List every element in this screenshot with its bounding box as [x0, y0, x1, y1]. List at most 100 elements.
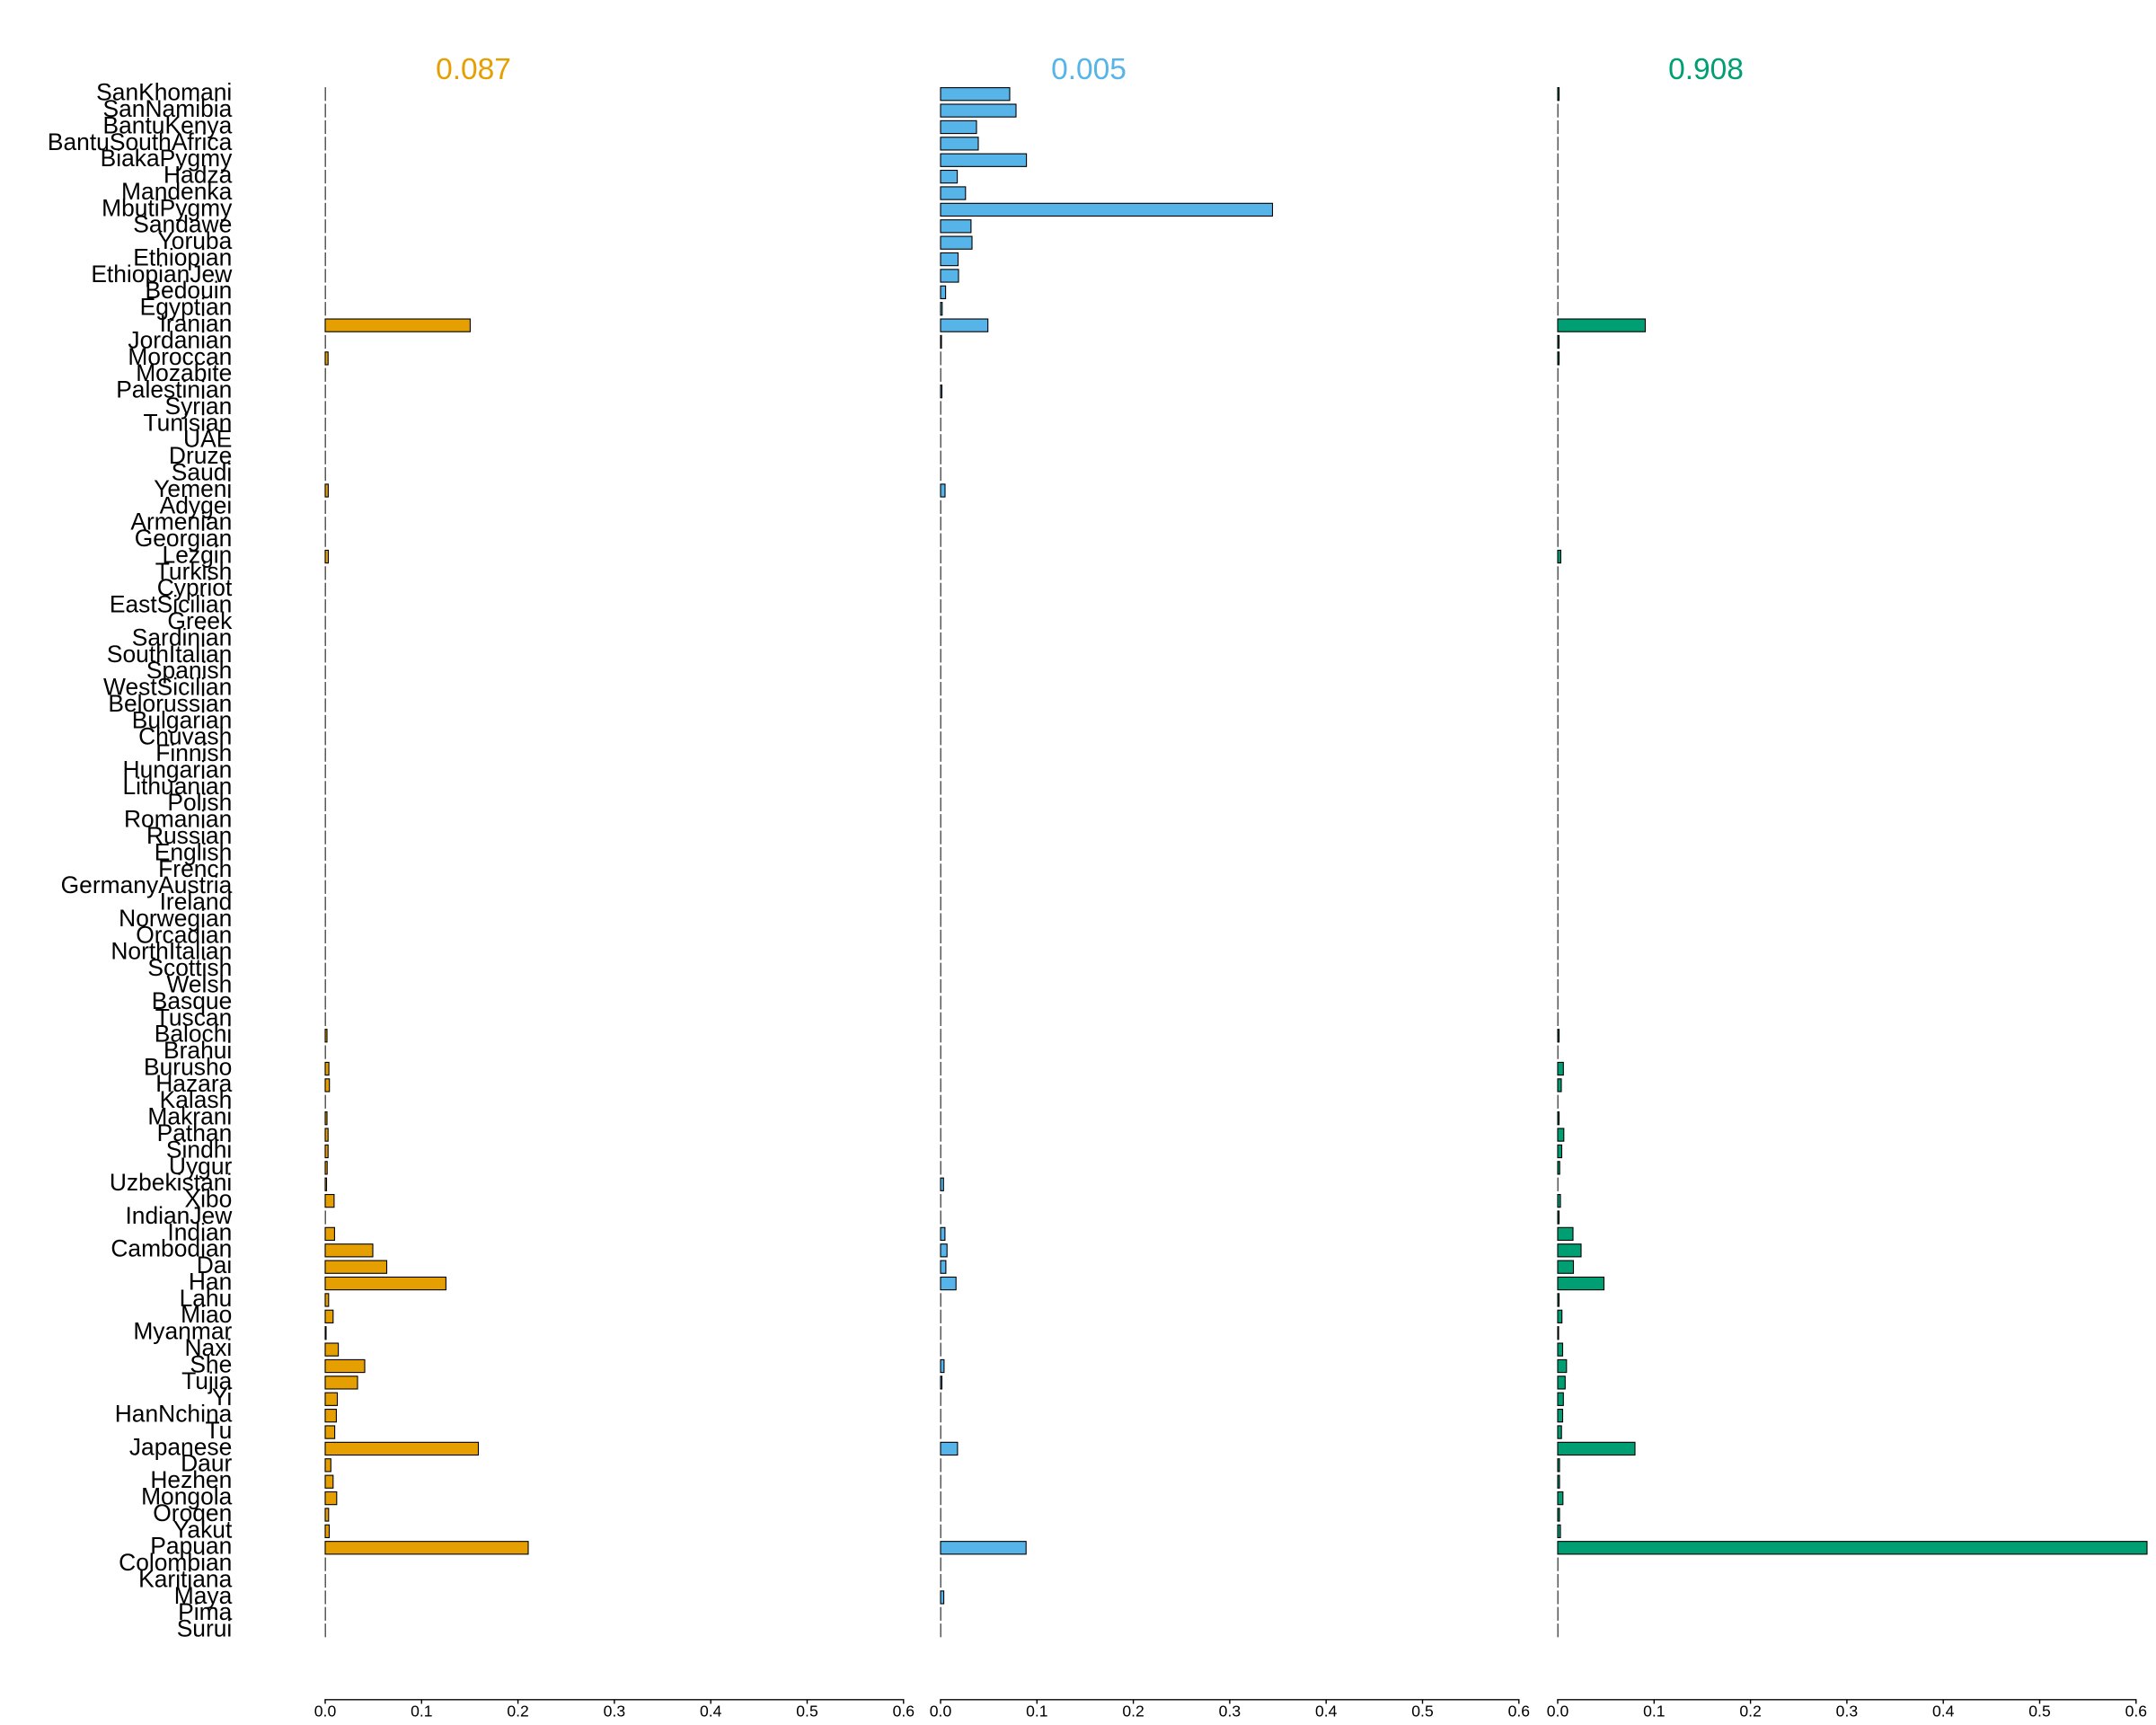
svg-text:Armenian: Armenian — [130, 509, 232, 535]
svg-text:Finnish: Finnish — [155, 739, 232, 766]
svg-text:Lahu: Lahu — [180, 1285, 233, 1312]
svg-text:0.1: 0.1 — [411, 1703, 432, 1721]
svg-text:WestSicilian: WestSicilian — [103, 674, 232, 701]
svg-text:Tu: Tu — [205, 1417, 232, 1444]
svg-text:SanNamibia: SanNamibia — [103, 95, 233, 122]
svg-text:0.2: 0.2 — [1739, 1703, 1761, 1721]
svg-text:0.1: 0.1 — [1643, 1703, 1665, 1721]
svg-text:0.6: 0.6 — [893, 1703, 915, 1721]
svg-text:Balochi: Balochi — [155, 1021, 233, 1048]
svg-text:Scottish: Scottish — [147, 954, 232, 981]
svg-text:Hazara: Hazara — [155, 1070, 232, 1097]
svg-text:Polish: Polish — [167, 789, 232, 816]
svg-text:Hezhen: Hezhen — [150, 1466, 232, 1493]
svg-text:Syrian: Syrian — [164, 393, 232, 420]
svg-text:Cambodian: Cambodian — [110, 1235, 232, 1262]
svg-text:Pathan: Pathan — [157, 1119, 233, 1146]
svg-text:Han: Han — [189, 1268, 232, 1295]
svg-text:Dai: Dai — [197, 1252, 233, 1278]
svg-text:Yemeni: Yemeni — [154, 475, 232, 502]
svg-text:Belorussian: Belorussian — [108, 690, 232, 717]
svg-text:Papuan: Papuan — [150, 1533, 232, 1560]
svg-text:Welsh: Welsh — [166, 971, 232, 998]
svg-text:Mongola: Mongola — [141, 1483, 233, 1510]
svg-text:Norwegian: Norwegian — [119, 905, 232, 932]
svg-text:Georgian: Georgian — [135, 525, 233, 552]
svg-text:Burusho: Burusho — [144, 1053, 232, 1080]
svg-text:Ireland: Ireland — [160, 889, 233, 916]
svg-text:EastSicilian: EastSicilian — [110, 591, 232, 618]
svg-text:Mandenka: Mandenka — [121, 178, 233, 205]
svg-text:0.4: 0.4 — [700, 1703, 722, 1721]
svg-text:Japanese: Japanese — [129, 1433, 232, 1460]
svg-text:SanKhomani: SanKhomani — [96, 79, 232, 106]
svg-text:Tuscan: Tuscan — [155, 1004, 233, 1031]
svg-text:0.2: 0.2 — [1122, 1703, 1144, 1721]
svg-text:Hadza: Hadza — [163, 162, 233, 189]
svg-text:Spanish: Spanish — [146, 657, 232, 684]
svg-text:Lezgin: Lezgin — [163, 541, 233, 568]
svg-text:SouthItalian: SouthItalian — [107, 641, 232, 668]
svg-text:Colombian: Colombian — [119, 1549, 232, 1576]
svg-text:Karitiana: Karitiana — [138, 1565, 232, 1592]
svg-text:French: French — [158, 855, 232, 882]
svg-text:0.5: 0.5 — [2028, 1703, 2051, 1721]
svg-text:Lithuanian: Lithuanian — [122, 773, 232, 800]
svg-text:0.3: 0.3 — [604, 1703, 626, 1721]
svg-text:Chuvash: Chuvash — [138, 723, 232, 750]
svg-text:Iranian: Iranian — [160, 310, 233, 337]
svg-text:Mozabite: Mozabite — [136, 359, 232, 386]
svg-text:0.0: 0.0 — [1547, 1703, 1569, 1721]
svg-text:0.5: 0.5 — [796, 1703, 818, 1721]
svg-text:0.908: 0.908 — [1668, 53, 1744, 86]
svg-text:EthiopianJew: EthiopianJew — [91, 261, 233, 288]
svg-text:Ethiopian: Ethiopian — [133, 243, 232, 270]
svg-text:Kalash: Kalash — [160, 1086, 233, 1113]
svg-text:Orcadian: Orcadian — [136, 921, 232, 948]
svg-text:Tunisian: Tunisian — [144, 409, 233, 436]
svg-text:Turkish: Turkish — [155, 558, 233, 585]
svg-text:Makrani: Makrani — [147, 1103, 232, 1130]
svg-text:Moroccan: Moroccan — [128, 343, 232, 370]
svg-text:IndianJew: IndianJew — [125, 1202, 233, 1229]
svg-text:MbutiPygmy: MbutiPygmy — [102, 194, 233, 221]
svg-text:0.0: 0.0 — [314, 1703, 337, 1721]
svg-text:Bulgarian: Bulgarian — [132, 706, 233, 733]
svg-text:Yi: Yi — [212, 1384, 233, 1411]
svg-text:Myanmar: Myanmar — [133, 1318, 232, 1345]
svg-text:Miao: Miao — [181, 1301, 232, 1328]
svg-text:Yoruba: Yoruba — [158, 227, 233, 254]
svg-text:Palestinian: Palestinian — [116, 376, 232, 403]
svg-text:UAE: UAE — [183, 426, 232, 453]
svg-text:0.3: 0.3 — [1219, 1703, 1241, 1721]
svg-text:Oroqen: Oroqen — [153, 1499, 232, 1526]
svg-text:Xibo: Xibo — [184, 1186, 232, 1213]
svg-text:Adygei: Adygei — [160, 491, 233, 518]
svg-text:0.087: 0.087 — [436, 53, 511, 86]
svg-text:0.1: 0.1 — [1026, 1703, 1047, 1721]
svg-text:Egyptian: Egyptian — [140, 294, 233, 321]
svg-text:Yakut: Yakut — [173, 1516, 233, 1543]
svg-text:Russian: Russian — [146, 822, 232, 849]
svg-text:Tujia: Tujia — [181, 1367, 233, 1394]
svg-text:Saudi: Saudi — [172, 459, 233, 486]
svg-text:Jordanian: Jordanian — [128, 326, 232, 353]
svg-text:0.6: 0.6 — [1508, 1703, 1531, 1721]
svg-text:Basque: Basque — [152, 987, 233, 1014]
svg-text:GermanyAustria: GermanyAustria — [61, 871, 233, 898]
svg-text:NorthItalian: NorthItalian — [110, 938, 232, 965]
svg-text:Uygur: Uygur — [169, 1153, 233, 1180]
svg-text:0.4: 0.4 — [1315, 1703, 1338, 1721]
svg-text:Cypriot: Cypriot — [157, 574, 233, 601]
svg-text:0.3: 0.3 — [1836, 1703, 1859, 1721]
svg-text:Brahui: Brahui — [163, 1037, 232, 1064]
svg-text:0.0: 0.0 — [930, 1703, 952, 1721]
svg-text:Greek: Greek — [167, 607, 233, 634]
svg-text:0.005: 0.005 — [1051, 53, 1127, 86]
svg-text:Sindhi: Sindhi — [166, 1136, 232, 1163]
svg-text:0.6: 0.6 — [2125, 1703, 2148, 1721]
svg-text:Hungarian: Hungarian — [123, 756, 233, 783]
svg-text:BantuKenya: BantuKenya — [103, 111, 233, 138]
svg-text:HanNchina: HanNchina — [115, 1401, 233, 1428]
svg-text:Pima: Pima — [178, 1598, 232, 1625]
